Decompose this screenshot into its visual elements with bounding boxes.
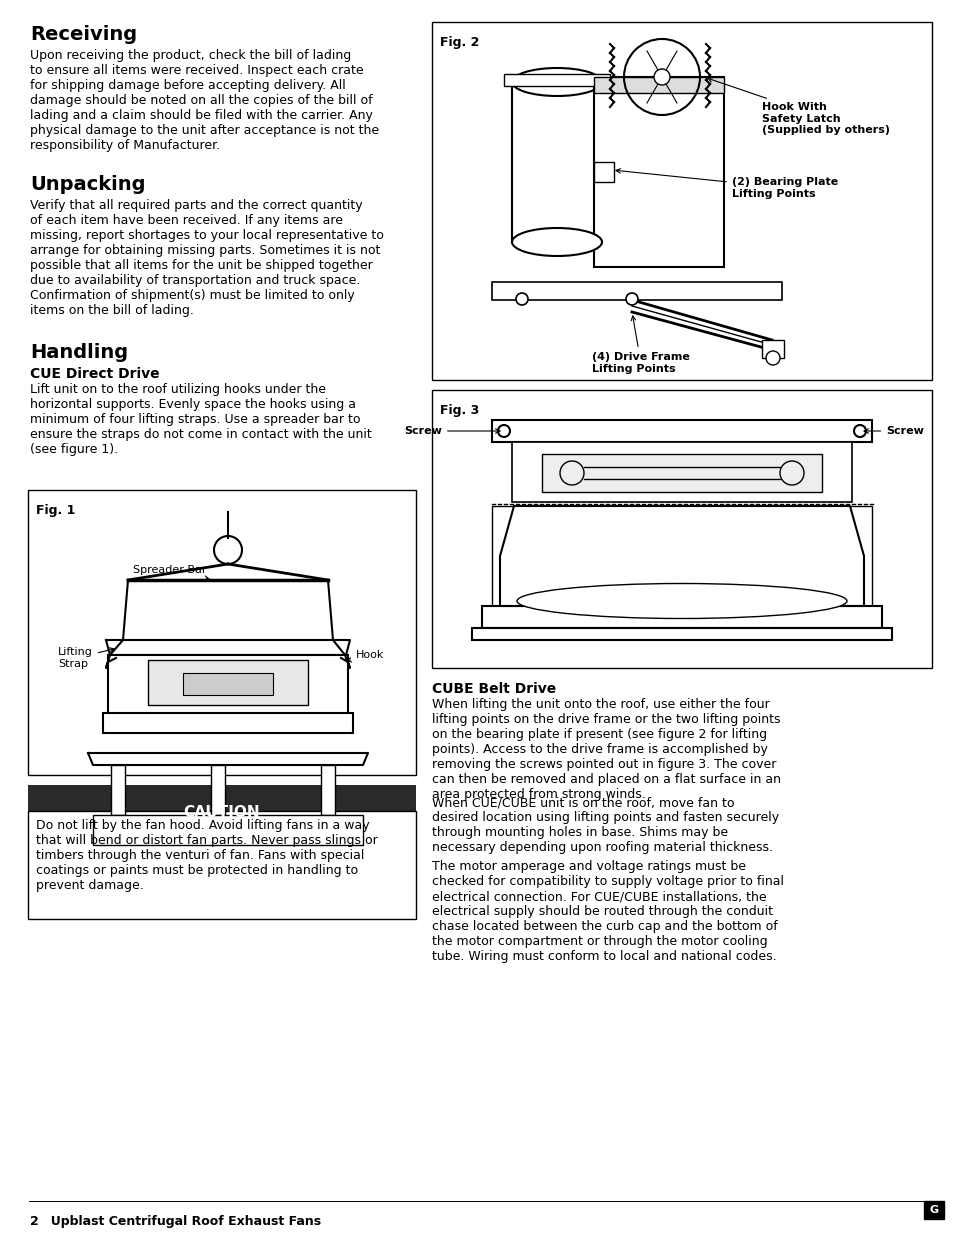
- Text: The motor amperage and voltage ratings must be
checked for compatibility to supp: The motor amperage and voltage ratings m…: [432, 860, 783, 963]
- Bar: [92, 815, 363, 845]
- Circle shape: [625, 293, 638, 305]
- Text: Screw: Screw: [863, 426, 923, 436]
- Text: 2: 2: [30, 1215, 39, 1228]
- Bar: [28, 490, 416, 776]
- Polygon shape: [499, 506, 863, 606]
- Text: Receiving: Receiving: [30, 25, 137, 44]
- Text: Unpacking: Unpacking: [30, 175, 146, 194]
- Bar: [103, 713, 353, 734]
- Text: When CUE/CUBE unit is on the roof, move fan to
desired location using lifting po: When CUE/CUBE unit is on the roof, move …: [432, 797, 779, 853]
- Bar: [594, 77, 723, 267]
- Text: CUE Direct Drive: CUE Direct Drive: [30, 367, 159, 382]
- Bar: [183, 673, 273, 695]
- Bar: [111, 764, 125, 815]
- Bar: [503, 74, 609, 86]
- Text: Do not lift by the fan hood. Avoid lifting fans in a way
that will bend or disto: Do not lift by the fan hood. Avoid lifti…: [36, 819, 377, 892]
- Text: (4) Drive Frame
Lifting Points: (4) Drive Frame Lifting Points: [592, 316, 689, 374]
- Bar: [108, 655, 348, 715]
- Text: (2) Bearing Plate
Lifting Points: (2) Bearing Plate Lifting Points: [616, 169, 838, 199]
- Polygon shape: [88, 753, 368, 764]
- Circle shape: [516, 293, 527, 305]
- Text: Hook: Hook: [347, 650, 384, 662]
- Text: CAUTION: CAUTION: [184, 805, 260, 820]
- Bar: [472, 629, 891, 640]
- Bar: [481, 606, 882, 629]
- Bar: [211, 764, 225, 815]
- Text: Upon receiving the product, check the bill of lading
to ensure all items were re: Upon receiving the product, check the bi…: [30, 49, 378, 152]
- Text: G: G: [928, 1205, 938, 1215]
- Bar: [594, 77, 723, 93]
- Text: Spreader Bar: Spreader Bar: [132, 564, 209, 580]
- Circle shape: [654, 69, 669, 85]
- Bar: [492, 282, 781, 300]
- Bar: [512, 82, 601, 242]
- Text: Lifting
Strap: Lifting Strap: [58, 647, 114, 669]
- Text: Fig. 2: Fig. 2: [439, 36, 478, 49]
- Text: When lifting the unit onto the roof, use either the four
lifting points on the d: When lifting the unit onto the roof, use…: [432, 698, 781, 802]
- Bar: [28, 811, 416, 919]
- Bar: [432, 22, 931, 380]
- Bar: [492, 420, 871, 442]
- Bar: [512, 442, 851, 501]
- Text: Fig. 1: Fig. 1: [36, 504, 75, 517]
- Text: Verify that all required parts and the correct quantity
of each item have been r: Verify that all required parts and the c…: [30, 199, 383, 317]
- Circle shape: [765, 351, 780, 366]
- Bar: [761, 340, 783, 358]
- Bar: [28, 785, 416, 811]
- Text: Fig. 3: Fig. 3: [439, 404, 478, 417]
- Ellipse shape: [517, 583, 846, 619]
- Text: Lift unit on to the roof utilizing hooks under the
horizontal supports. Evenly s: Lift unit on to the roof utilizing hooks…: [30, 383, 372, 456]
- Bar: [320, 764, 335, 815]
- Bar: [541, 454, 821, 492]
- Bar: [432, 390, 931, 668]
- Bar: [492, 506, 521, 606]
- Ellipse shape: [512, 228, 601, 256]
- Bar: [841, 506, 871, 606]
- Text: Hook With
Safety Latch
(Supplied by others): Hook With Safety Latch (Supplied by othe…: [707, 78, 889, 135]
- Bar: [148, 659, 308, 705]
- Text: Handling: Handling: [30, 343, 128, 362]
- Text: Upblast Centrifugal Roof Exhaust Fans: Upblast Centrifugal Roof Exhaust Fans: [42, 1215, 321, 1228]
- Text: Screw: Screw: [404, 426, 499, 436]
- Bar: [594, 162, 614, 182]
- Polygon shape: [106, 640, 350, 655]
- Text: CUBE Belt Drive: CUBE Belt Drive: [432, 682, 556, 697]
- Bar: [923, 1200, 943, 1219]
